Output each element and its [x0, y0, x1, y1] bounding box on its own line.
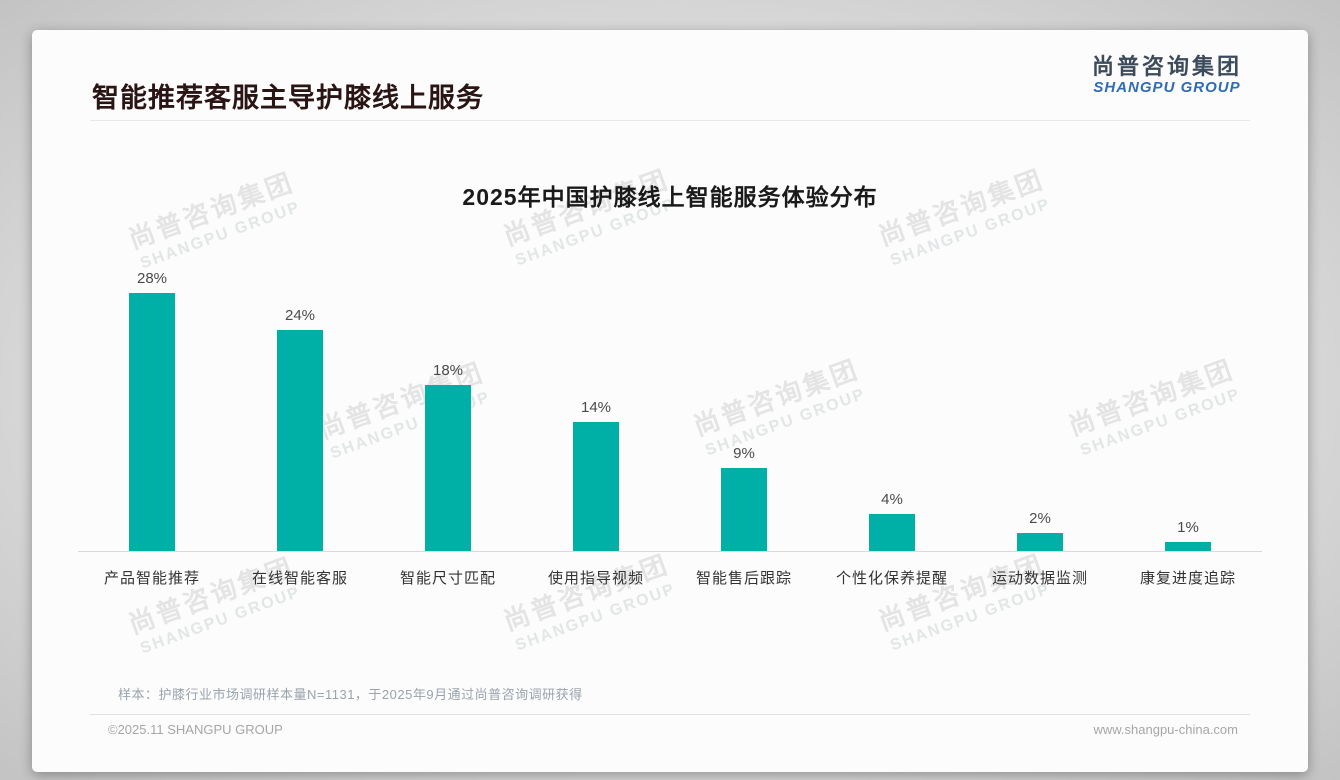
watermark: 尚普咨询集团 SHANGPU GROUP — [862, 158, 1068, 276]
bar-column: 28% — [78, 270, 226, 551]
bar-value-label: 1% — [1177, 519, 1199, 536]
bar-category-label: 智能售后跟踪 — [695, 570, 792, 587]
bar — [721, 468, 767, 551]
bar-category-label: 智能尺寸匹配 — [399, 570, 496, 587]
bar-column: 2% — [966, 510, 1114, 551]
chart-x-axis-labels: 产品智能推荐 在线智能客服 智能尺寸匹配 使用指导视频 智能售后跟踪 个性化保养提醒 运动数… — [78, 552, 1262, 588]
bar — [129, 293, 175, 551]
bar-category-label: 使用指导视频 — [547, 570, 644, 587]
bar-value-label: 4% — [881, 491, 903, 508]
bar-column: 9% — [670, 445, 818, 551]
header-divider — [90, 120, 1250, 121]
bar — [869, 514, 915, 551]
bar-value-label: 28% — [136, 270, 168, 287]
chart-title: 2025年中国护膝线上智能服务体验分布 — [462, 184, 878, 210]
website-url: www.shangpu-china.com — [1093, 722, 1238, 737]
logo-english-text: SHANGPU GROUP — [1093, 79, 1241, 97]
bar-column: 18% — [374, 362, 522, 551]
sample-footnote: 样本：护膝行业市场调研样本量N=1131，于2025年9月通过尚普咨询调研获得 — [118, 687, 583, 702]
copyright-text: ©2025.11 SHANGPU GROUP — [108, 722, 283, 737]
bar-column: 14% — [522, 399, 670, 551]
bar-column: 4% — [818, 491, 966, 551]
bar-value-label: 9% — [733, 445, 755, 462]
watermark-english-text: SHANGPU GROUP — [138, 583, 303, 657]
bar-category-label: 个性化保养提醒 — [835, 570, 948, 587]
slide-card: 尚普咨询集团 SHANGPU GROUP 尚普咨询集团 SHANGPU GROUP 尚普… — [32, 30, 1308, 772]
page-title: 智能推荐客服主导护膝线上服务 — [92, 83, 484, 113]
bar-value-label: 18% — [432, 362, 464, 379]
bar-chart: 28% 24% 18% 14% 9% 4% 2% 1% 产品智能推荐 在线智能客服 智能尺寸匹配 使… — [78, 260, 1262, 588]
bar-value-label: 14% — [580, 399, 612, 416]
bar-category-label: 康复进度追踪 — [1139, 570, 1236, 587]
bar-column: 1% — [1114, 519, 1262, 551]
bar — [1165, 542, 1211, 551]
company-logo: 尚普咨询集团 SHANGPU GROUP — [1092, 54, 1242, 97]
bar — [1017, 533, 1063, 551]
bar-category-label: 产品智能推荐 — [103, 570, 200, 587]
bar-column: 24% — [226, 307, 374, 551]
bar-value-label: 24% — [284, 307, 316, 324]
bar — [425, 385, 471, 551]
footer-divider — [90, 714, 1250, 715]
chart-plot-area: 28% 24% 18% 14% 9% 4% 2% 1% — [78, 260, 1262, 552]
logo-chinese-text: 尚普咨询集团 — [1091, 54, 1242, 79]
bar-category-label: 在线智能客服 — [251, 570, 348, 587]
bar-category-label: 运动数据监测 — [991, 570, 1088, 587]
bar-value-label: 2% — [1029, 510, 1051, 527]
watermark: 尚普咨询集团 SHANGPU GROUP — [487, 158, 693, 276]
bar — [573, 422, 619, 551]
bar — [277, 330, 323, 551]
